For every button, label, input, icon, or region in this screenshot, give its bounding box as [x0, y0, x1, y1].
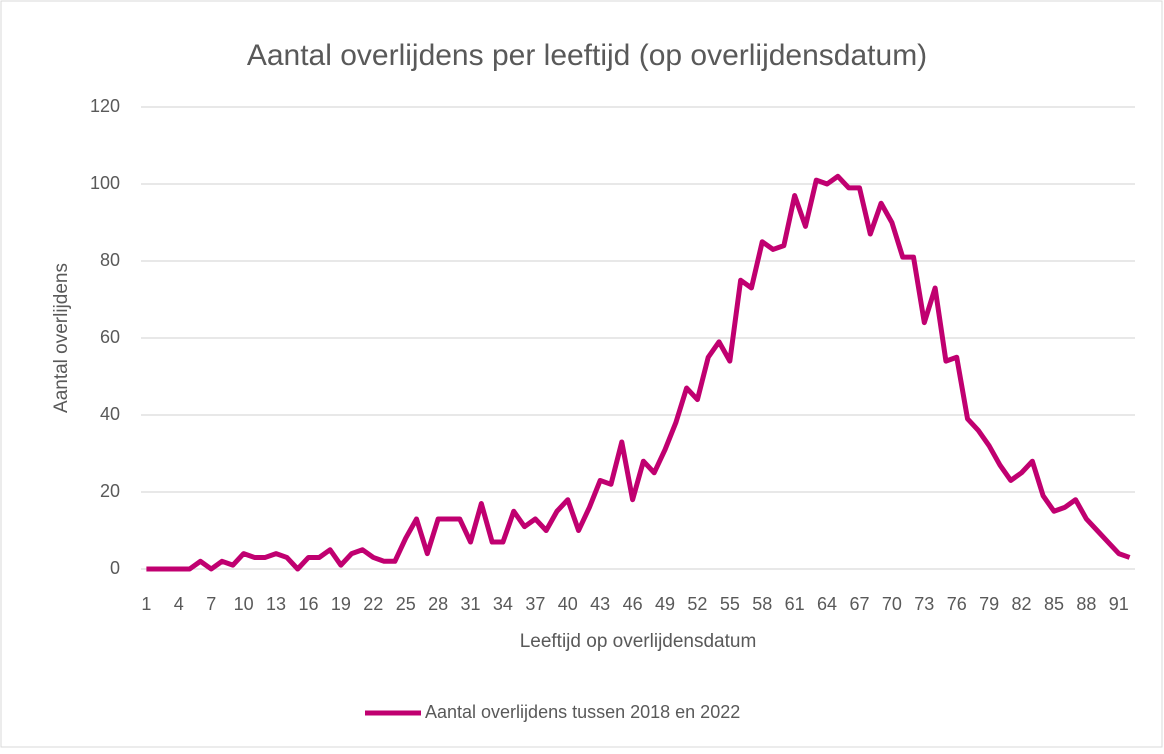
x-tick-label: 82: [1012, 594, 1032, 614]
x-tick-label: 10: [234, 594, 254, 614]
chart-title: Aantal overlijdens per leeftijd (op over…: [247, 39, 927, 72]
x-tick-label: 88: [1076, 594, 1096, 614]
y-axis-title: Aantal overlijdens: [51, 263, 72, 413]
x-tick-label: 28: [428, 594, 448, 614]
legend-label: Aantal overlijdens tussen 2018 en 2022: [425, 702, 740, 722]
x-tick-label: 49: [655, 594, 675, 614]
x-tick-label: 13: [266, 594, 286, 614]
y-tick-label: 40: [100, 404, 120, 424]
x-tick-label: 76: [947, 594, 967, 614]
x-tick-label: 73: [914, 594, 934, 614]
x-tick-label: 40: [558, 594, 578, 614]
x-tick-label: 31: [461, 594, 481, 614]
y-tick-label: 80: [100, 250, 120, 270]
x-tick-label: 55: [720, 594, 740, 614]
data-line: [146, 173, 1131, 572]
x-tick-label: 61: [785, 594, 805, 614]
x-tick-label: 85: [1044, 594, 1064, 614]
y-tick-label: 100: [90, 173, 120, 193]
y-tick-label: 20: [100, 481, 120, 501]
x-tick-label: 37: [525, 594, 545, 614]
x-tick-label: 4: [174, 594, 184, 614]
y-tick-label: 0: [110, 558, 120, 578]
x-tick-label: 22: [363, 594, 383, 614]
x-tick-label: 46: [623, 594, 643, 614]
x-tick-label: 16: [298, 594, 318, 614]
x-tick-label: 52: [687, 594, 707, 614]
x-tick-label: 79: [979, 594, 999, 614]
x-axis-title: Leeftijd op overlijdensdatum: [520, 631, 757, 652]
y-tick-label: 60: [100, 327, 120, 347]
x-tick-label: 64: [817, 594, 837, 614]
y-tick-label: 120: [90, 96, 120, 116]
x-tick-label: 43: [590, 594, 610, 614]
x-tick-label: 70: [882, 594, 902, 614]
x-tick-label: 19: [331, 594, 351, 614]
x-tick-label: 67: [849, 594, 869, 614]
x-tick-label: 7: [206, 594, 216, 614]
x-tick-label: 25: [396, 594, 416, 614]
x-tick-label: 91: [1109, 594, 1129, 614]
x-tick-label: 34: [493, 594, 513, 614]
x-tick-label: 58: [752, 594, 772, 614]
x-tick-label: 1: [141, 594, 151, 614]
